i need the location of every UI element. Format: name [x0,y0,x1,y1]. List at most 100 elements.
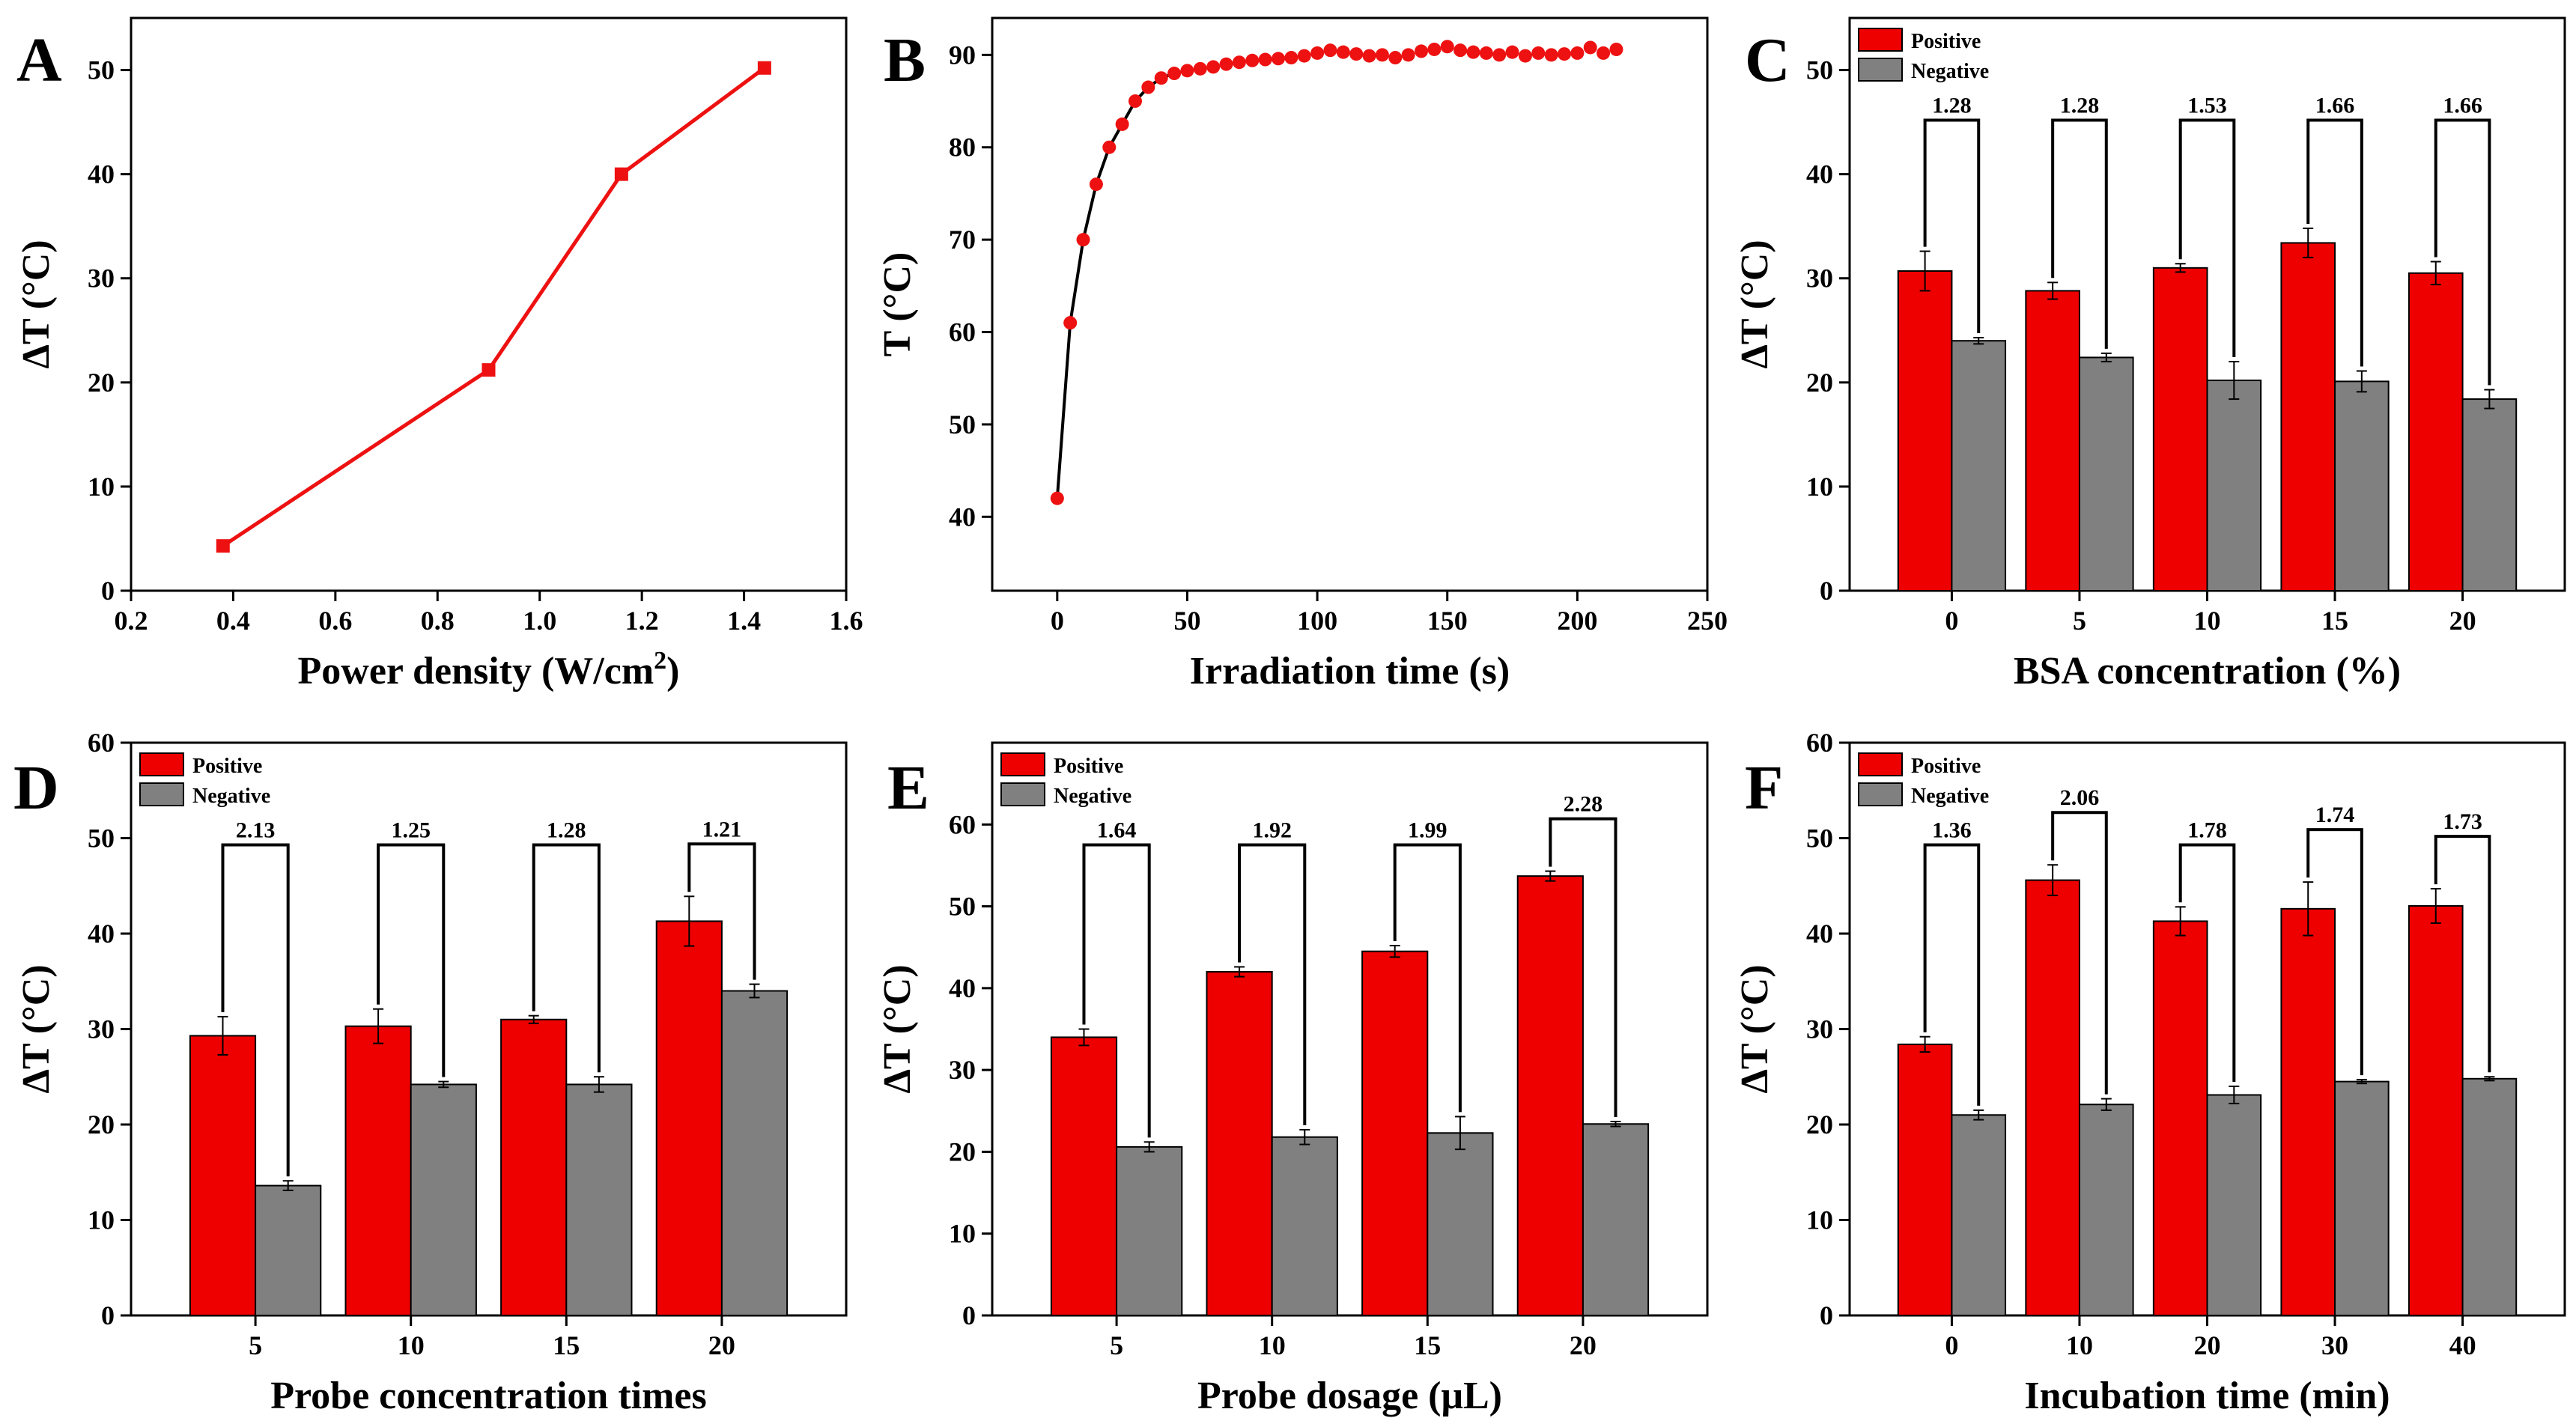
x-tick-label: 0 [1051,606,1064,636]
legend-label: Negative [1911,60,1989,83]
x-tick-label: 100 [1297,606,1337,636]
data-point [1609,42,1623,56]
data-point [1128,94,1142,109]
y-tick-label: 0 [1820,1300,1833,1330]
y-tick-label: 30 [88,1014,115,1044]
data-point [1415,44,1428,58]
x-tick-label: 0.2 [115,606,148,636]
x-tick-label: 1.0 [523,606,556,636]
data-point [1258,52,1272,67]
x-tick-label: 10 [1259,1330,1286,1360]
data-point [1102,140,1117,154]
positive-bar [1897,270,1953,591]
x-tick-label: 5 [249,1330,262,1360]
ratio-bracket [1549,817,1617,1117]
ratio-label: 1.73 [2443,809,2482,834]
chart-panel-f: F 0 10 20 30 40 50 60 ΔT (°C) Incubation time (mi… [1734,728,2566,1417]
y-tick-label: 20 [1806,368,1833,398]
x-axis-title-text: Probe dosage (μL) [1197,1375,1502,1417]
data-point [1362,49,1376,63]
y-axis-title: ΔT (°C) [1734,240,1776,368]
data-point [1063,316,1078,330]
x-tick-label: 1.6 [830,606,863,636]
data-point [1167,67,1182,81]
y-tick-label: 0 [101,576,115,606]
data-point [1544,48,1558,62]
positive-bar [2025,290,2080,591]
data-point [1427,42,1442,56]
panel-letter: B [884,25,926,95]
y-tick-label: 60 [949,317,976,347]
data-point [1518,49,1532,63]
negative-bar [255,1184,322,1316]
panel-letter: D [13,753,59,823]
negative-bar [2078,1104,2134,1316]
ratio-bracket [2434,118,2491,386]
y-tick-label: 0 [1820,576,1833,606]
data-point [1272,52,1285,66]
chart-panel-a: A 0 10 20 30 40 50 ΔT (°C) 0.2 0.4 0.6 0.8 1.0 1.2 1.4… [15,16,863,693]
y-tick-label: 30 [1806,264,1833,293]
x-tick-label: 15 [553,1330,580,1360]
data-point [1050,491,1064,505]
panel-letter: E [887,753,929,823]
ratio-bracket [1923,843,1981,1106]
legend-swatch-positive [1858,752,1903,776]
y-tick-label: 40 [88,159,115,189]
y-axis-title: ΔT (°C) [876,964,919,1093]
ratio-label: 1.28 [1932,94,1972,118]
ratio-label: 1.99 [1408,818,1448,843]
data-point [1505,45,1519,59]
x-axis-title: BSA concentration (%) [2014,650,2401,693]
y-tick-label: 10 [949,1219,976,1249]
y-tick-label: 40 [949,973,976,1003]
data-point [1597,46,1611,60]
data-point [1570,46,1585,60]
y-tick-label: 40 [1806,919,1833,949]
y-tick-label: 50 [1806,824,1833,853]
panel-letter: A [16,25,62,95]
x-tick-label: 20 [2449,606,2476,636]
legend-swatch-negative [1858,58,1903,82]
legend-label: Positive [1911,30,1981,53]
negative-bar [565,1083,633,1316]
y-tick-label: 10 [88,472,115,502]
data-point [1076,233,1090,247]
data-point [1310,46,1325,60]
x-tick-label: 50 [1173,606,1200,636]
ratio-label: 1.25 [391,818,431,843]
data-point [1193,61,1207,76]
ratio-label: 1.28 [2060,94,2100,118]
negative-bar [1271,1136,1338,1317]
ratio-bracket [377,843,446,1077]
ratio-label: 1.74 [2315,803,2355,827]
x-tick-label: 40 [2449,1330,2476,1360]
y-tick-label: 90 [949,40,976,70]
x-tick-label: 0.4 [216,606,250,636]
chart-panel-d: D 0 10 20 30 40 50 60 ΔT (°C) Probe concentration… [13,728,848,1417]
positive-bar [1050,1036,1118,1317]
ratio-bracket [2306,828,2363,1076]
x-tick-label: 20 [708,1330,735,1360]
negative-bar [410,1083,477,1316]
negative-bar [720,990,789,1316]
ratio-label: 2.06 [2060,785,2100,810]
positive-bar [2408,272,2464,591]
data-point [1558,47,1571,61]
ratio-label: 1.92 [1252,818,1292,843]
positive-bar [1206,971,1273,1316]
ratio-bracket [1393,843,1462,1113]
positive-bar [2152,267,2208,591]
ratio-bracket [221,843,290,1177]
fit-curve [1055,69,1188,499]
negative-bar [2461,1077,2518,1317]
positive-bar [344,1025,412,1317]
ratio-bracket [2178,843,2236,1082]
x-tick-label: 20 [2194,1330,2221,1360]
ratio-label: 1.66 [2315,94,2355,118]
negative-bar [2078,356,2134,591]
plot-frame [130,16,848,592]
x-axis-title-text: Probe concentration times [270,1375,706,1417]
ratio-bracket [532,843,601,1073]
y-tick-label: 50 [949,892,976,922]
